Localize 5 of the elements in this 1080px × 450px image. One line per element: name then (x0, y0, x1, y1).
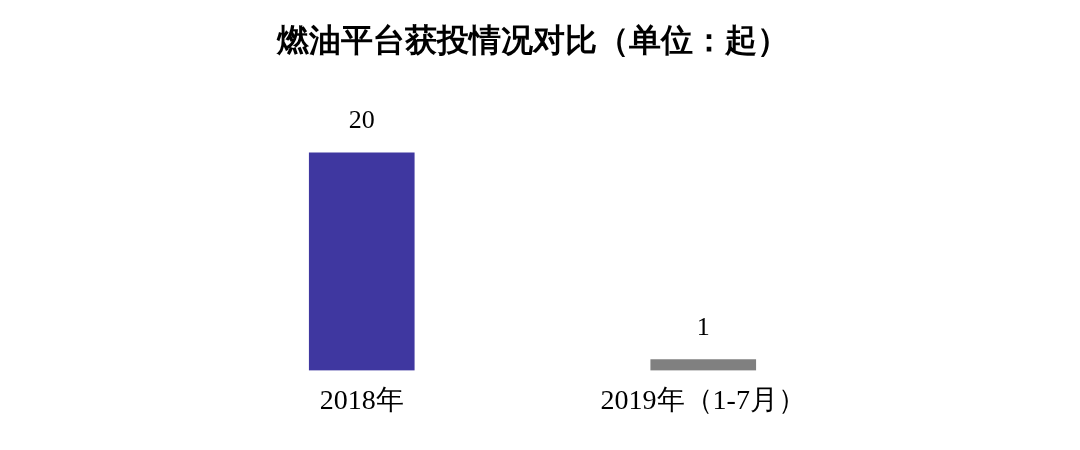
x-tick-label: 2018年 (319, 383, 404, 415)
data-label: 20 (348, 105, 375, 135)
chart-title: 燃油平台获投情况对比（单位：起） (275, 22, 789, 59)
x-tick-label: 2019年（1-7月） (600, 383, 806, 415)
data-label: 1 (696, 312, 710, 342)
